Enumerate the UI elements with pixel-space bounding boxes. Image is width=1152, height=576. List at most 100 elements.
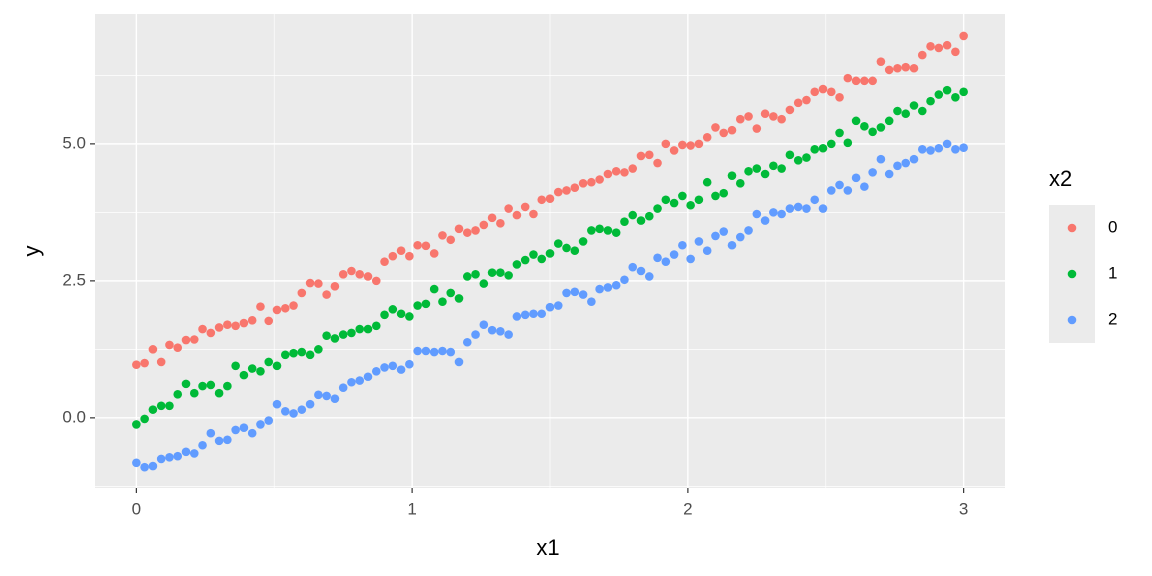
point — [628, 164, 638, 173]
point — [173, 451, 183, 461]
point — [165, 453, 174, 462]
point — [214, 323, 224, 332]
point — [272, 305, 282, 315]
point — [620, 275, 629, 285]
point — [347, 377, 356, 387]
point — [860, 122, 869, 131]
point — [843, 73, 853, 83]
point — [198, 440, 207, 450]
point — [553, 187, 563, 197]
point — [405, 251, 414, 261]
point — [661, 257, 671, 266]
legend-key — [1067, 269, 1077, 279]
point — [198, 381, 207, 391]
point — [280, 406, 290, 416]
point — [256, 366, 265, 376]
point — [570, 246, 580, 256]
point — [603, 226, 613, 235]
point — [148, 461, 158, 471]
point — [785, 150, 795, 160]
point — [173, 389, 183, 399]
point — [429, 347, 439, 357]
point — [140, 462, 149, 472]
point — [322, 391, 331, 401]
point — [314, 345, 323, 354]
point — [826, 139, 836, 149]
point — [611, 228, 621, 237]
point — [702, 246, 712, 256]
legend-label: 0 — [1108, 217, 1117, 236]
point — [314, 279, 323, 288]
grid — [95, 14, 1005, 488]
point — [917, 50, 927, 60]
point — [835, 92, 844, 102]
point — [347, 266, 356, 276]
point — [173, 343, 183, 353]
point — [388, 251, 398, 261]
legend-label: 1 — [1108, 263, 1117, 282]
point — [802, 95, 811, 105]
point — [289, 301, 298, 310]
point — [926, 146, 935, 155]
point — [752, 209, 762, 219]
point — [686, 254, 695, 264]
legend-key — [1067, 223, 1077, 233]
point — [934, 43, 944, 53]
point — [942, 40, 952, 50]
point — [884, 169, 894, 179]
point — [661, 195, 671, 205]
point — [438, 231, 447, 240]
point — [140, 358, 149, 368]
point — [926, 42, 935, 51]
point — [562, 288, 571, 298]
point — [901, 62, 911, 72]
point — [810, 195, 820, 205]
point — [752, 124, 762, 133]
point — [868, 76, 877, 86]
point — [661, 139, 671, 149]
point — [620, 168, 629, 177]
point — [636, 151, 646, 161]
point — [760, 169, 770, 179]
point — [644, 150, 654, 160]
point — [868, 168, 877, 177]
point — [595, 284, 604, 294]
point — [818, 204, 828, 213]
point — [454, 224, 464, 234]
point — [793, 202, 803, 212]
point — [777, 164, 786, 173]
point — [611, 280, 621, 290]
point — [388, 361, 398, 371]
point — [909, 101, 919, 110]
y-axis-title: y — [19, 246, 44, 257]
point — [851, 173, 861, 183]
point — [744, 166, 753, 176]
point — [371, 366, 381, 376]
point — [487, 213, 497, 223]
point — [289, 409, 298, 418]
point — [562, 243, 571, 253]
point — [678, 191, 687, 201]
point — [959, 87, 968, 97]
point — [256, 420, 265, 429]
point — [810, 87, 820, 97]
point — [512, 260, 522, 269]
point — [595, 175, 604, 184]
point — [826, 186, 836, 195]
point — [884, 65, 894, 75]
point — [504, 271, 513, 280]
point — [711, 123, 720, 132]
point — [826, 87, 836, 97]
point — [653, 204, 662, 213]
point — [959, 31, 968, 41]
point — [769, 112, 778, 121]
point — [181, 335, 191, 345]
point — [421, 241, 431, 251]
point — [429, 249, 439, 258]
point — [330, 334, 340, 343]
point — [678, 140, 687, 150]
point — [851, 76, 861, 86]
point — [727, 125, 737, 135]
